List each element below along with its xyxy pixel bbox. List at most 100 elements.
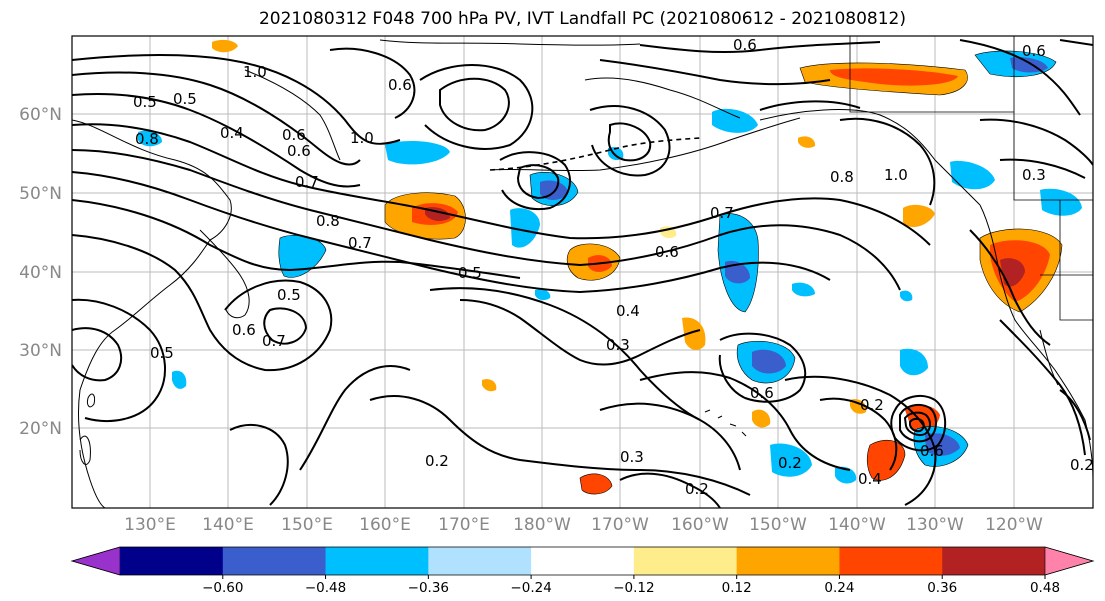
shade-patch-pos-13	[482, 379, 497, 392]
contour-label: 1.0	[243, 63, 267, 81]
colorbar-swatch	[325, 547, 429, 575]
contour-1	[72, 54, 401, 145]
lon-label: 180°W	[513, 515, 571, 535]
contour-42	[999, 158, 1086, 179]
contour-label: 0.7	[295, 173, 319, 191]
contour-24	[909, 417, 925, 433]
shade-patch-pos-10	[903, 204, 935, 228]
lat-label: 60°N	[19, 105, 62, 125]
contour-4	[72, 123, 931, 246]
gridlines	[72, 36, 1093, 508]
coast-kamchatka	[244, 69, 341, 161]
contour-label: 0.6	[733, 36, 757, 54]
contour-21	[819, 397, 898, 471]
contour-label: 0.4	[220, 124, 244, 142]
contour-32	[439, 77, 510, 132]
contour-7	[72, 199, 521, 279]
contour-label: 0.3	[606, 336, 630, 354]
coast-asia	[72, 119, 232, 508]
contour-label: 0.7	[710, 204, 734, 222]
contour-label: 1.0	[884, 166, 908, 184]
contour-11	[72, 298, 166, 422]
contour-label: 0.6	[1022, 42, 1046, 60]
colorbar-swatch	[120, 547, 224, 575]
contour-37	[607, 122, 652, 162]
lon-label: 130°E	[124, 515, 176, 535]
contour-35	[516, 164, 560, 200]
contour-12	[429, 287, 701, 421]
shade-patch-neg-11	[900, 348, 928, 376]
contour-33	[419, 64, 534, 150]
contour-label: 0.8	[135, 130, 159, 148]
contour-39	[959, 39, 1081, 116]
contour-label: 0.2	[860, 396, 884, 414]
contour-label: 0.7	[348, 234, 372, 252]
contour-label: 0.6	[282, 126, 306, 144]
contour-label: 0.6	[232, 321, 256, 339]
contour-label: 0.6	[287, 142, 311, 160]
shade-patch-neg-2	[385, 140, 450, 165]
contour-label: 0.6	[750, 384, 774, 402]
contour-labels: 0.6 1.0 0.6 0.5 0.5 0.4 0.6 0.8 0.6 1.0 …	[133, 36, 1094, 498]
shade-patch-neg-3b	[540, 180, 568, 200]
contour-label: 0.4	[616, 302, 640, 320]
contour-label: 0.5	[277, 286, 301, 304]
contour-label: 0.8	[830, 168, 854, 186]
map-border	[71, 35, 1094, 509]
colorbar-tick-label: −0.36	[408, 580, 449, 596]
contour-22	[899, 403, 937, 443]
contour-23	[903, 411, 931, 436]
pv-contours	[72, 39, 1093, 508]
colorbar-extend-low	[70, 546, 121, 576]
contour-8	[72, 234, 333, 372]
colorbar-ticks: −0.60 −0.48 −0.36 −0.24 −0.12 0.12 0.24 0.36 0.4…	[202, 575, 1060, 596]
contour-label: 1.0	[350, 129, 374, 147]
contour-label: 0.2	[685, 480, 709, 498]
colorbar-border	[70, 546, 1095, 576]
colorbar-tick-label: 0.36	[927, 580, 957, 596]
shade-patch-neg-7	[712, 108, 758, 133]
shade-patch-pos-6	[905, 405, 940, 432]
contour-label: 0.2	[425, 452, 449, 470]
shade-patch-neg-15	[792, 282, 815, 297]
shade-patch-pos-11	[752, 409, 771, 428]
contour-28	[839, 117, 936, 206]
lon-label: 160°W	[671, 515, 729, 535]
contour-label: 0.7	[262, 332, 286, 350]
contour-19	[619, 472, 721, 508]
lon-label: 170°W	[591, 515, 649, 535]
contour-41	[979, 118, 1093, 166]
coast-taiwan	[87, 393, 95, 408]
shade-patch-neg-4	[510, 208, 540, 248]
contour-label: 0.5	[150, 344, 174, 362]
contour-40	[1059, 39, 1093, 46]
contour-label: 0.6	[920, 442, 944, 460]
shade-patch-neg-16	[172, 370, 187, 389]
contour-17	[718, 332, 807, 403]
shade-patch-pos-8	[579, 473, 613, 495]
coast-alaska-north	[584, 77, 741, 119]
contour-16	[639, 371, 851, 471]
contour-20	[784, 375, 937, 506]
contour-18	[599, 402, 741, 471]
contour-label: 0.2	[778, 454, 802, 472]
dashed-track	[489, 137, 701, 171]
lon-label: 150°E	[281, 515, 333, 535]
lat-label: 40°N	[19, 263, 62, 283]
lat-label: 50°N	[19, 184, 62, 204]
contour-15	[299, 365, 411, 471]
contour-label: 0.2	[1070, 456, 1094, 474]
colorbar-tick-label: 0.48	[1030, 580, 1060, 596]
shade-patch-neg-12	[950, 160, 995, 190]
colorbar-swatch	[222, 547, 327, 575]
contour-29	[759, 100, 861, 111]
contour-14	[369, 395, 751, 496]
colorbar	[70, 546, 1095, 576]
lon-label: 120°W	[985, 515, 1043, 535]
shade-patch-pos-7	[682, 317, 706, 350]
lon-label: 150°W	[749, 515, 807, 535]
border-lines	[849, 36, 1093, 321]
lon-label: 160°E	[359, 515, 411, 535]
contour-label: 0.4	[858, 470, 882, 488]
